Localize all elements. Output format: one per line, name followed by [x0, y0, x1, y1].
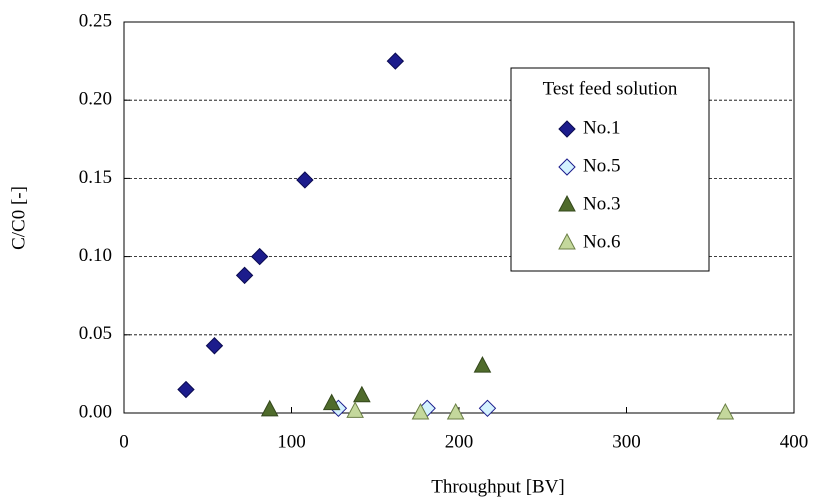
- diamond-marker: [558, 158, 576, 176]
- legend-title: Test feed solution: [543, 78, 678, 99]
- diamond-marker: [478, 399, 497, 418]
- triangle-marker: [473, 356, 492, 373]
- triangle-marker: [716, 402, 735, 420]
- x-tick-label: 0: [119, 431, 129, 452]
- y-tick-label: 0.05: [79, 323, 112, 344]
- diamond-marker: [235, 266, 254, 285]
- x-tick-label: 300: [612, 431, 641, 452]
- diamond-marker: [177, 380, 195, 399]
- triangle-marker: [446, 402, 465, 420]
- triangle-marker: [558, 232, 576, 250]
- y-tick-label: 0.10: [79, 245, 112, 266]
- diamond-marker: [250, 247, 269, 266]
- diamond-marker: [205, 337, 224, 355]
- diamond-marker: [296, 171, 314, 189]
- y-axis-label: C/C0 [-]: [8, 186, 29, 250]
- y-tick-label: 0.25: [79, 10, 112, 31]
- triangle-marker: [353, 385, 371, 403]
- legend-label: No.6: [583, 231, 620, 252]
- triangle-marker: [346, 401, 364, 418]
- triangle-marker: [558, 194, 576, 212]
- y-tick-label: 0.20: [79, 89, 112, 110]
- x-tick-label: 400: [780, 431, 809, 452]
- diamond-marker: [386, 52, 405, 70]
- x-tick-label: 100: [277, 431, 306, 452]
- diamond-marker: [558, 120, 576, 138]
- triangle-marker: [260, 399, 279, 417]
- legend-label: No.1: [583, 117, 620, 138]
- legend-label: No.5: [583, 155, 620, 176]
- triangle-marker: [411, 402, 430, 420]
- y-tick-label: 0.15: [79, 167, 112, 188]
- legend-box: [510, 67, 710, 272]
- x-axis-label: Throughput [BV]: [431, 476, 565, 497]
- legend-label: No.3: [583, 193, 620, 214]
- triangle-marker: [322, 393, 341, 411]
- y-tick-label: 0.00: [79, 401, 112, 422]
- x-tick-label: 200: [445, 431, 474, 452]
